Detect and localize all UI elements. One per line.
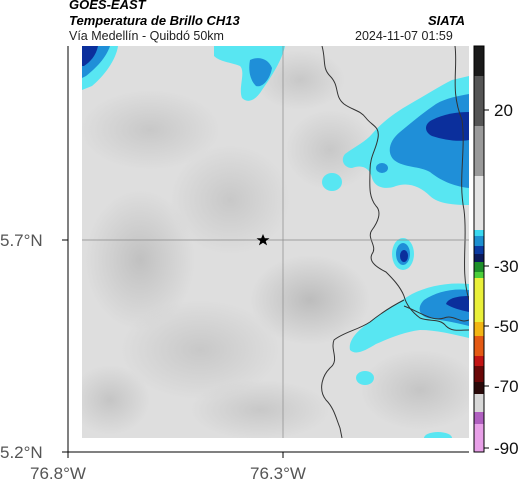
coastline — [321, 299, 405, 438]
border-line — [321, 46, 469, 331]
location-marker — [256, 234, 270, 246]
cloud-texture — [82, 46, 469, 438]
colorbar-tick-label: -90 — [494, 439, 519, 458]
colorbar-tick-label: -30 — [494, 257, 519, 276]
colorbar-tick-label: -70 — [494, 377, 519, 396]
lon-tick-label: 76.3°W — [250, 464, 306, 483]
colorbar-tick-label: -50 — [494, 317, 519, 336]
colorbar — [473, 45, 489, 453]
lat-tick-label: 5.2°N — [0, 443, 43, 462]
route-label: Vía Medellín - Quibdó 50km — [69, 29, 224, 43]
lat-tick-label: 5.7°N — [0, 231, 43, 250]
map-title: Temperatura de Brillo CH13 — [69, 13, 240, 28]
colorbar-tick-label: 20 — [494, 101, 513, 120]
agency-label: SIATA — [428, 13, 466, 28]
product-name: GOES-EAST — [69, 0, 146, 12]
lon-tick-label: 76.8°W — [30, 464, 86, 483]
datetime-label: 2024-11-07 01:59 — [355, 29, 453, 43]
